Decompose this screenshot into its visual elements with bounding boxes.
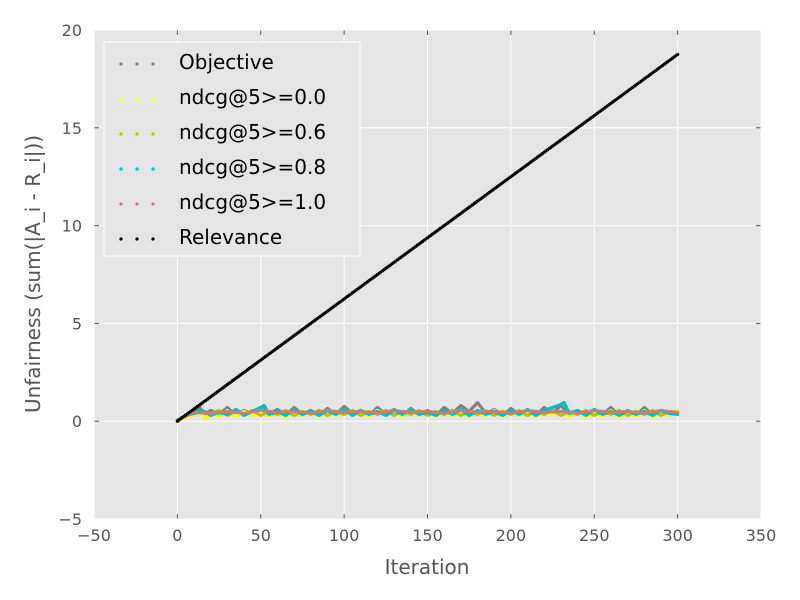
legend-marker bbox=[151, 237, 155, 241]
y-tick-label: 5 bbox=[72, 314, 82, 333]
data-point bbox=[676, 410, 680, 414]
y-tick-label: 0 bbox=[72, 412, 82, 431]
series-4 bbox=[175, 408, 680, 422]
legend-marker bbox=[151, 202, 155, 206]
y-tick-label: 20 bbox=[62, 21, 82, 40]
legend-marker bbox=[135, 62, 139, 66]
legend: Objective ndcg@5>=0.0 ndcg@5>=0.6 ndcg@5>=0… bbox=[103, 41, 361, 257]
legend-marker bbox=[135, 202, 139, 206]
legend-label: ndcg@5>=0.8 bbox=[179, 155, 326, 179]
y-tick-label: 15 bbox=[62, 119, 82, 138]
x-tick-label: 350 bbox=[746, 526, 777, 545]
legend-marker bbox=[135, 132, 139, 136]
legend-marker bbox=[135, 97, 139, 101]
series-5 bbox=[175, 52, 680, 423]
legend-label: Relevance bbox=[179, 225, 282, 249]
legend-marker bbox=[151, 97, 155, 101]
legend-marker bbox=[119, 167, 123, 171]
series-layer bbox=[175, 52, 680, 423]
legend-marker bbox=[119, 62, 123, 66]
legend-marker bbox=[151, 132, 155, 136]
y-tick-label: 10 bbox=[62, 217, 82, 236]
x-tick-label: 0 bbox=[172, 526, 182, 545]
legend-label: ndcg@5>=1.0 bbox=[179, 190, 326, 214]
legend-entry: Relevance bbox=[119, 225, 282, 249]
data-point bbox=[676, 52, 680, 57]
legend-marker bbox=[151, 167, 155, 171]
legend-label: ndcg@5>=0.6 bbox=[179, 120, 326, 144]
x-tick-label: 50 bbox=[251, 526, 271, 545]
x-tick-label: 100 bbox=[329, 526, 360, 545]
legend-entry: ndcg@5>=0.8 bbox=[119, 155, 326, 179]
legend-entry: ndcg@5>=0.6 bbox=[119, 120, 326, 144]
x-tick-label: −50 bbox=[77, 526, 111, 545]
plot-frame bbox=[93, 29, 762, 520]
x-tick-label: 200 bbox=[496, 526, 527, 545]
legend-marker bbox=[151, 62, 155, 66]
x-tick-label: 300 bbox=[662, 526, 693, 545]
legend-marker bbox=[119, 237, 123, 241]
legend-marker bbox=[135, 167, 139, 171]
x-tick-label: 150 bbox=[412, 526, 443, 545]
legend-entry: Objective bbox=[119, 50, 274, 74]
y-axis-label: Unfairness (sum(|A_i - R_i|)) bbox=[21, 135, 45, 413]
x-tick-label: 250 bbox=[579, 526, 610, 545]
legend-box bbox=[103, 41, 361, 257]
legend-entry: ndcg@5>=0.0 bbox=[119, 85, 326, 109]
legend-marker bbox=[135, 237, 139, 241]
legend-entry: ndcg@5>=1.0 bbox=[119, 190, 326, 214]
legend-marker bbox=[119, 132, 123, 136]
legend-marker bbox=[119, 202, 123, 206]
y-tick-label: −5 bbox=[58, 510, 82, 529]
legend-marker bbox=[119, 97, 123, 101]
legend-label: ndcg@5>=0.0 bbox=[179, 85, 326, 109]
x-axis-label: Iteration bbox=[385, 555, 470, 579]
legend-label: Objective bbox=[179, 50, 274, 74]
